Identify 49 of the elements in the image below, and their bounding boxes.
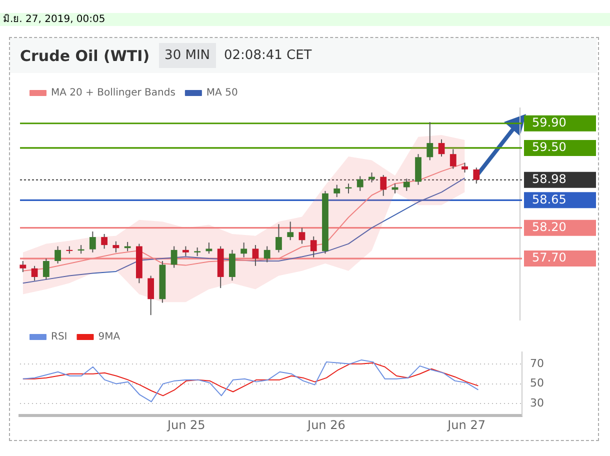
candlestick: [42, 258, 50, 280]
candlestick: [54, 246, 61, 264]
candlestick: [31, 265, 38, 282]
y-tick-label: 50: [530, 376, 544, 390]
x-tick-label: Jun 26: [306, 418, 346, 432]
candlestick: [356, 176, 364, 192]
candlestick: [310, 236, 317, 258]
y-tick-label: 70: [530, 356, 544, 370]
candlestick: [240, 242, 248, 258]
x-tick-label: Jun 25: [166, 418, 206, 432]
candlestick: [182, 246, 189, 257]
candlestick: [380, 174, 387, 196]
candlestick: [264, 246, 270, 263]
candlestick: [89, 231, 96, 253]
candlestick: [462, 162, 468, 174]
ref-line-label: 57.70: [532, 250, 566, 265]
candlestick: [148, 275, 154, 316]
ref-line-label: 59.90: [532, 115, 566, 130]
text: 02:08:41 CET: [224, 48, 312, 63]
candlestick: [252, 244, 259, 266]
legend-label: MA 50: [206, 88, 238, 99]
candlestick: [112, 240, 120, 253]
candlestick: [101, 233, 108, 250]
candlestick: [450, 148, 456, 170]
candlestick: [298, 227, 306, 244]
legend-label: RSI: [51, 332, 68, 343]
candlestick: [368, 172, 375, 183]
candlestick: [334, 184, 340, 198]
candlestick: [229, 249, 236, 282]
ref-line-label: 58.98: [532, 172, 566, 186]
legend-label: MA 20 + Bollinger Bands: [51, 88, 176, 99]
ref-line-label: 59.50: [532, 140, 566, 154]
candlestick: [473, 167, 480, 184]
candlestick: [426, 122, 434, 161]
ref-line-label: 58.20: [532, 220, 566, 234]
candlestick: [438, 138, 445, 158]
chart-title: Crude Oil (WTI): [20, 46, 150, 64]
candlestick: [287, 221, 294, 241]
y-tick-label: 30: [530, 396, 544, 410]
x-tick-label: Jun 27: [446, 418, 486, 432]
candlestick: [20, 260, 26, 273]
candlestick: [403, 178, 410, 192]
candlestick: [276, 224, 282, 253]
legend-label: 9MA: [98, 332, 120, 343]
candlestick: [206, 242, 212, 254]
text: มิ.ย. 27, 2019, 00:05: [0, 13, 610, 26]
chart-subtitle: 30 MIN: [158, 43, 216, 68]
ref-line-label: 58.65: [532, 192, 566, 206]
candlestick: [170, 246, 178, 268]
